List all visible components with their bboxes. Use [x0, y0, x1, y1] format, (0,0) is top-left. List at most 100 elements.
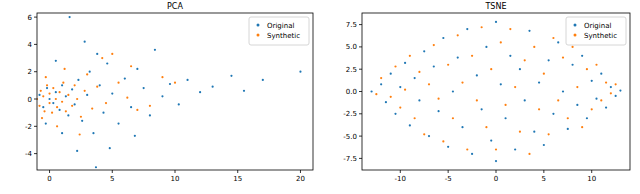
point: [605, 81, 607, 83]
y-tick: [359, 136, 362, 137]
point: [46, 84, 48, 86]
point: [509, 55, 511, 57]
point: [548, 133, 550, 135]
subplot: TSNE-10-50510-7.5-5.0-2.50.02.55.07.5Ori…: [343, 2, 630, 183]
point: [504, 104, 506, 106]
point: [571, 46, 573, 48]
point: [109, 147, 111, 149]
legend-label: Synthetic: [267, 32, 300, 40]
point: [106, 62, 108, 64]
point: [447, 146, 449, 148]
point: [117, 122, 119, 124]
figure: PCA05101520-4-20246OriginalSyntheticTSNE…: [0, 0, 640, 194]
y-tick-label: -2: [25, 123, 32, 131]
point: [117, 82, 119, 84]
point: [58, 109, 60, 111]
y-tick: [34, 44, 37, 45]
point: [414, 77, 416, 79]
point: [51, 112, 53, 114]
point: [404, 62, 406, 64]
point: [48, 98, 50, 100]
point: [65, 95, 67, 97]
point: [48, 92, 50, 94]
point: [86, 73, 88, 75]
point: [428, 135, 430, 137]
point: [212, 86, 214, 88]
point: [543, 144, 545, 146]
point: [595, 64, 597, 66]
point: [495, 21, 497, 23]
point: [562, 90, 564, 92]
title: PCA: [167, 2, 183, 11]
x-tick-label: 10: [587, 175, 596, 183]
point: [74, 103, 76, 105]
point: [89, 71, 91, 73]
point: [538, 81, 540, 83]
y-tick: [359, 24, 362, 25]
x-tick-label: -5: [445, 175, 452, 183]
point: [437, 98, 439, 100]
y-tick-label: 2.5: [346, 66, 357, 74]
point: [509, 28, 511, 30]
point: [533, 46, 535, 48]
point: [45, 76, 47, 78]
point: [67, 114, 69, 116]
x-tick-label: 20: [296, 175, 305, 183]
point: [442, 140, 444, 142]
point: [600, 73, 602, 75]
point: [557, 41, 559, 43]
y-tick: [359, 158, 362, 159]
point: [161, 76, 163, 78]
y-tick-label: 0: [28, 96, 32, 104]
point: [390, 96, 392, 98]
x-tick: [237, 170, 238, 173]
x-tick: [175, 170, 176, 173]
point: [423, 50, 425, 52]
point: [552, 37, 554, 39]
point: [41, 117, 43, 119]
y-tick-label: 0.0: [346, 88, 357, 96]
point: [43, 110, 45, 112]
y-tick: [34, 71, 37, 72]
point: [102, 112, 104, 114]
point: [126, 97, 128, 99]
plot-area: [362, 13, 630, 170]
point: [186, 79, 188, 81]
point: [74, 84, 76, 86]
subplot: PCA05101520-4-20246OriginalSynthetic: [25, 2, 313, 183]
point: [149, 105, 151, 107]
point: [67, 94, 69, 96]
point: [80, 116, 82, 118]
y-tick-label: 7.5: [346, 21, 357, 29]
legend-marker: [574, 24, 577, 27]
point: [490, 68, 492, 70]
point: [61, 84, 63, 86]
point: [174, 82, 176, 84]
point: [370, 90, 372, 92]
point: [409, 124, 411, 126]
point: [69, 16, 71, 18]
y-tick-label: -5.0: [343, 133, 357, 141]
point: [65, 110, 67, 112]
point: [519, 68, 521, 70]
point: [428, 83, 430, 85]
point: [84, 41, 86, 43]
point: [528, 153, 530, 155]
point: [605, 106, 607, 108]
y-tick-label: 5.0: [346, 43, 357, 51]
point: [71, 105, 73, 107]
y-tick: [34, 153, 37, 154]
point: [56, 125, 58, 127]
point: [576, 104, 578, 106]
y-tick: [359, 46, 362, 47]
point: [45, 122, 47, 124]
point: [567, 117, 569, 119]
point: [154, 49, 156, 51]
point: [230, 75, 232, 77]
point: [46, 87, 48, 89]
point: [124, 77, 126, 79]
point: [394, 65, 396, 67]
point: [48, 102, 50, 104]
point: [134, 135, 136, 137]
point: [105, 102, 107, 104]
